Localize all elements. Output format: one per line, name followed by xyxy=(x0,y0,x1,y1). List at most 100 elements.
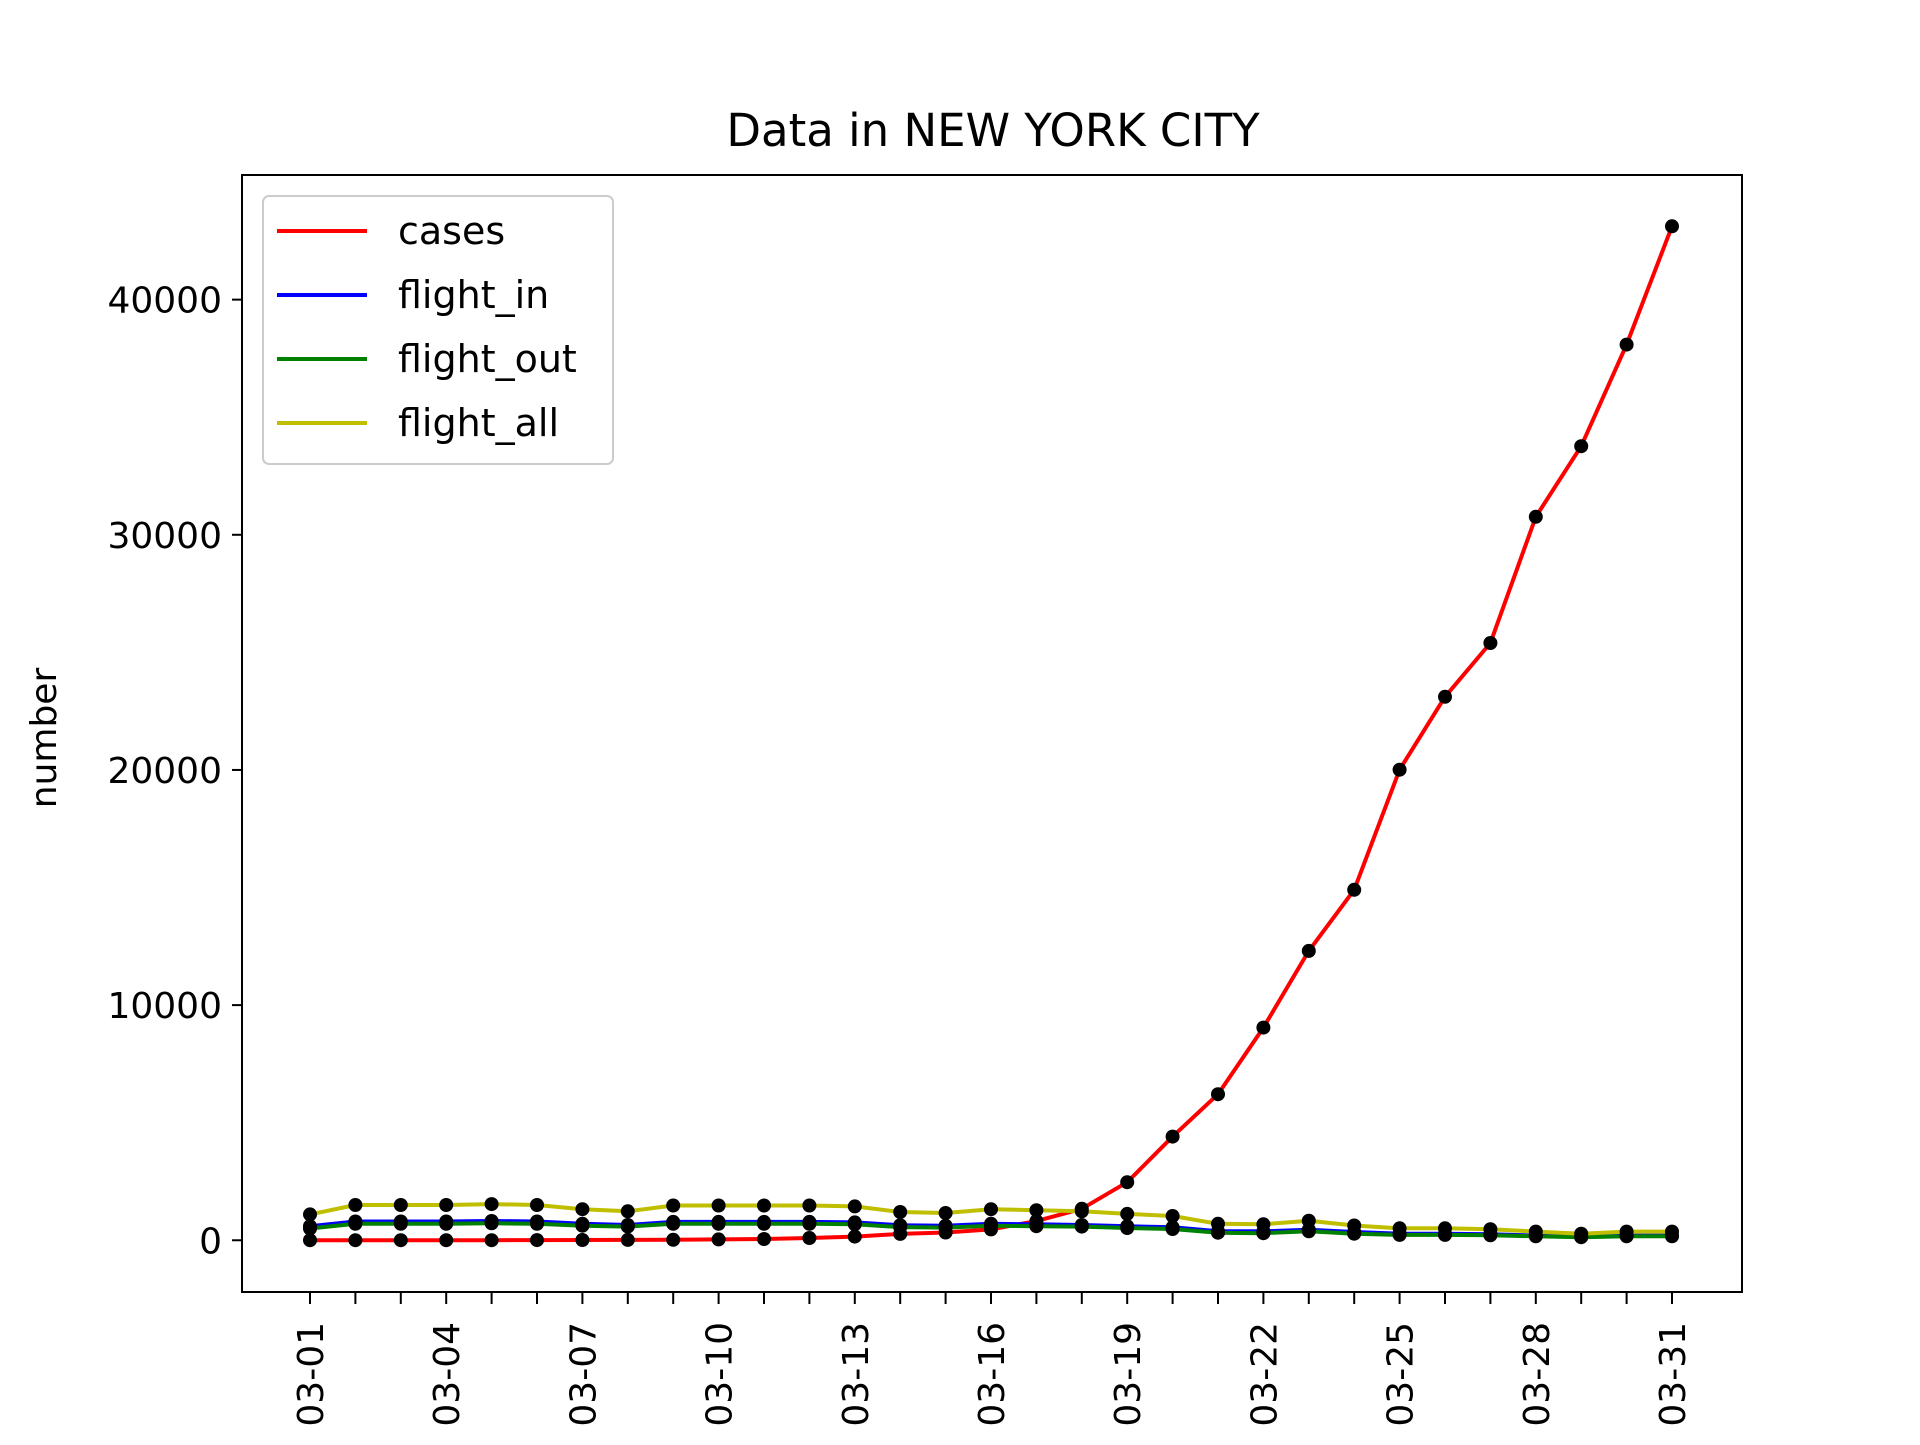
data-point-flight_out xyxy=(484,1216,499,1231)
data-point-flight_out xyxy=(348,1216,363,1231)
data-point-flight_all xyxy=(1619,1224,1634,1239)
data-point-cases xyxy=(1483,636,1498,650)
data-point-flight_all xyxy=(711,1198,726,1213)
plot-area xyxy=(303,219,1679,1248)
data-point-cases xyxy=(1665,219,1679,234)
data-point-flight_all xyxy=(1347,1218,1362,1233)
data-point-flight_out xyxy=(303,1221,317,1236)
data-point-cases xyxy=(1619,337,1634,352)
legend-label-flight_in: flight_in xyxy=(398,273,549,317)
data-point-flight_out xyxy=(666,1216,681,1231)
data-point-cases xyxy=(393,1233,408,1248)
y-tick-label: 20000 xyxy=(107,751,222,792)
data-point-flight_all xyxy=(1256,1217,1271,1232)
data-point-flight_all xyxy=(1211,1216,1225,1231)
data-point-flight_out xyxy=(938,1220,953,1235)
data-point-cases xyxy=(303,1233,317,1248)
data-point-flight_all xyxy=(1120,1206,1135,1221)
data-point-flight_all xyxy=(847,1199,862,1214)
data-point-flight_all xyxy=(1392,1221,1407,1236)
data-point-flight_out xyxy=(757,1216,771,1231)
x-tick-label: 03-28 xyxy=(1517,1322,1558,1427)
data-point-flight_out xyxy=(847,1217,862,1232)
legend-label-cases: cases xyxy=(398,209,505,253)
data-point-cases xyxy=(439,1233,454,1248)
data-point-flight_all xyxy=(1165,1209,1180,1223)
data-point-flight_all xyxy=(802,1198,817,1213)
data-point-cases xyxy=(666,1232,681,1247)
data-point-flight_all xyxy=(938,1206,953,1220)
y-axis-label: number xyxy=(24,668,65,809)
legend-label-flight_out: flight_out xyxy=(398,337,577,381)
x-tick-label: 03-10 xyxy=(700,1322,741,1427)
data-point-cases xyxy=(530,1233,544,1248)
data-point-flight_all xyxy=(893,1205,908,1219)
legend-label-flight_all: flight_all xyxy=(398,401,559,445)
data-point-cases xyxy=(1120,1175,1135,1190)
y-tick-label: 40000 xyxy=(107,281,222,322)
data-point-flight_all xyxy=(984,1202,998,1217)
x-tick-label: 03-25 xyxy=(1381,1322,1422,1427)
data-point-flight_all xyxy=(1074,1204,1089,1219)
data-point-flight_all xyxy=(620,1204,635,1219)
x-tick-label: 03-19 xyxy=(1108,1322,1149,1427)
data-point-flight_all xyxy=(348,1198,363,1212)
data-point-flight_all xyxy=(757,1198,771,1213)
data-point-flight_all xyxy=(1665,1224,1679,1239)
data-point-flight_all xyxy=(666,1198,681,1213)
data-point-cases xyxy=(575,1233,590,1247)
x-tick-label: 03-01 xyxy=(291,1322,332,1427)
data-point-flight_all xyxy=(484,1197,499,1212)
legend-box xyxy=(262,195,614,465)
data-point-flight_all xyxy=(439,1198,454,1212)
data-point-flight_all xyxy=(1483,1222,1498,1237)
data-point-cases xyxy=(1438,689,1452,704)
x-tick-label: 03-16 xyxy=(972,1322,1013,1427)
data-point-flight_out xyxy=(711,1216,726,1231)
data-point-flight_out xyxy=(984,1218,998,1233)
data-point-cases xyxy=(1211,1087,1225,1102)
y-tick-label: 0 xyxy=(199,1221,222,1262)
data-point-flight_out xyxy=(1120,1221,1135,1235)
data-point-cases xyxy=(1165,1129,1180,1144)
data-point-flight_out xyxy=(575,1218,590,1233)
x-tick-label: 03-31 xyxy=(1653,1322,1694,1427)
data-point-cases xyxy=(711,1232,726,1247)
data-point-flight_out xyxy=(893,1220,908,1235)
data-point-flight_all xyxy=(393,1198,408,1212)
data-point-flight_out xyxy=(802,1216,817,1231)
data-point-flight_out xyxy=(439,1216,454,1231)
data-point-cases xyxy=(348,1233,363,1248)
axes: 0 10000 20000 30000 40000 03-01 03-04 03-07 03-1… xyxy=(107,174,1743,1427)
data-point-flight_all xyxy=(303,1207,317,1222)
data-point-cases xyxy=(484,1233,499,1248)
data-point-flight_out xyxy=(1029,1219,1044,1234)
chart-title: Data in NEW YORK CITY xyxy=(726,104,1260,157)
data-point-cases xyxy=(1347,882,1362,897)
data-point-flight_out xyxy=(530,1216,544,1231)
x-tick-label: 03-13 xyxy=(836,1322,877,1427)
data-point-flight_out xyxy=(1301,1224,1316,1239)
y-tick-label: 10000 xyxy=(107,986,222,1027)
data-point-flight_all xyxy=(1438,1221,1452,1236)
data-point-flight_out xyxy=(620,1219,635,1234)
data-point-cases xyxy=(1574,439,1589,454)
data-point-flight_out xyxy=(393,1216,408,1231)
data-point-flight_all xyxy=(1301,1213,1316,1228)
data-point-flight_all xyxy=(1528,1224,1543,1239)
data-point-flight_all xyxy=(530,1198,544,1212)
data-point-cases xyxy=(1392,762,1407,777)
data-point-flight_all xyxy=(1574,1226,1589,1241)
data-point-cases xyxy=(802,1231,817,1245)
data-point-cases xyxy=(1301,943,1316,958)
x-tick-label: 03-07 xyxy=(563,1322,604,1427)
data-point-flight_out xyxy=(1074,1219,1089,1234)
data-point-cases xyxy=(620,1232,635,1247)
data-point-cases xyxy=(1256,1020,1271,1035)
y-tick-label: 30000 xyxy=(107,516,222,557)
data-point-cases xyxy=(847,1229,862,1244)
data-point-flight_out xyxy=(1165,1222,1180,1236)
x-tick-label: 03-04 xyxy=(427,1322,468,1427)
x-tick-label: 03-22 xyxy=(1244,1322,1285,1427)
